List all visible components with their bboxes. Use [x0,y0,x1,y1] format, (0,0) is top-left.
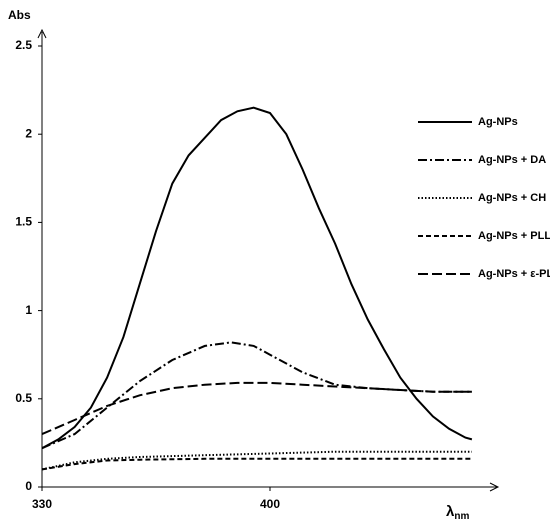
y-tick-label: 0.5 [15,391,32,405]
y-tick-label: 2.5 [15,38,32,52]
x-axis-label-sub: nm [454,511,469,522]
y-axis-label: Abs [8,8,31,22]
legend-label: Ag-NPs + PLL [478,230,550,242]
legend-label: Ag-NPs [478,116,518,128]
y-tick-label: 1.5 [15,215,32,229]
series-line [41,106,473,450]
y-tick-label: 1 [25,303,32,317]
legend-label: Ag-NPs + ε-PLL [478,268,550,280]
x-tick-label: 330 [32,497,52,511]
x-axis-arrow [489,482,500,492]
y-tick-label: 0 [25,479,32,493]
series-line [41,381,472,436]
x-tick-label: 400 [260,497,280,511]
legend-label: Ag-NPs + CH [478,192,546,204]
series-line [41,341,472,450]
legend-label: Ag-NPs + DA [478,154,546,166]
x-axis-label-main: λ [446,503,455,520]
y-axis-arrow [37,28,47,39]
x-axis-label: λnm [446,503,469,522]
series-line [41,457,472,471]
y-tick-label: 2 [25,126,32,140]
